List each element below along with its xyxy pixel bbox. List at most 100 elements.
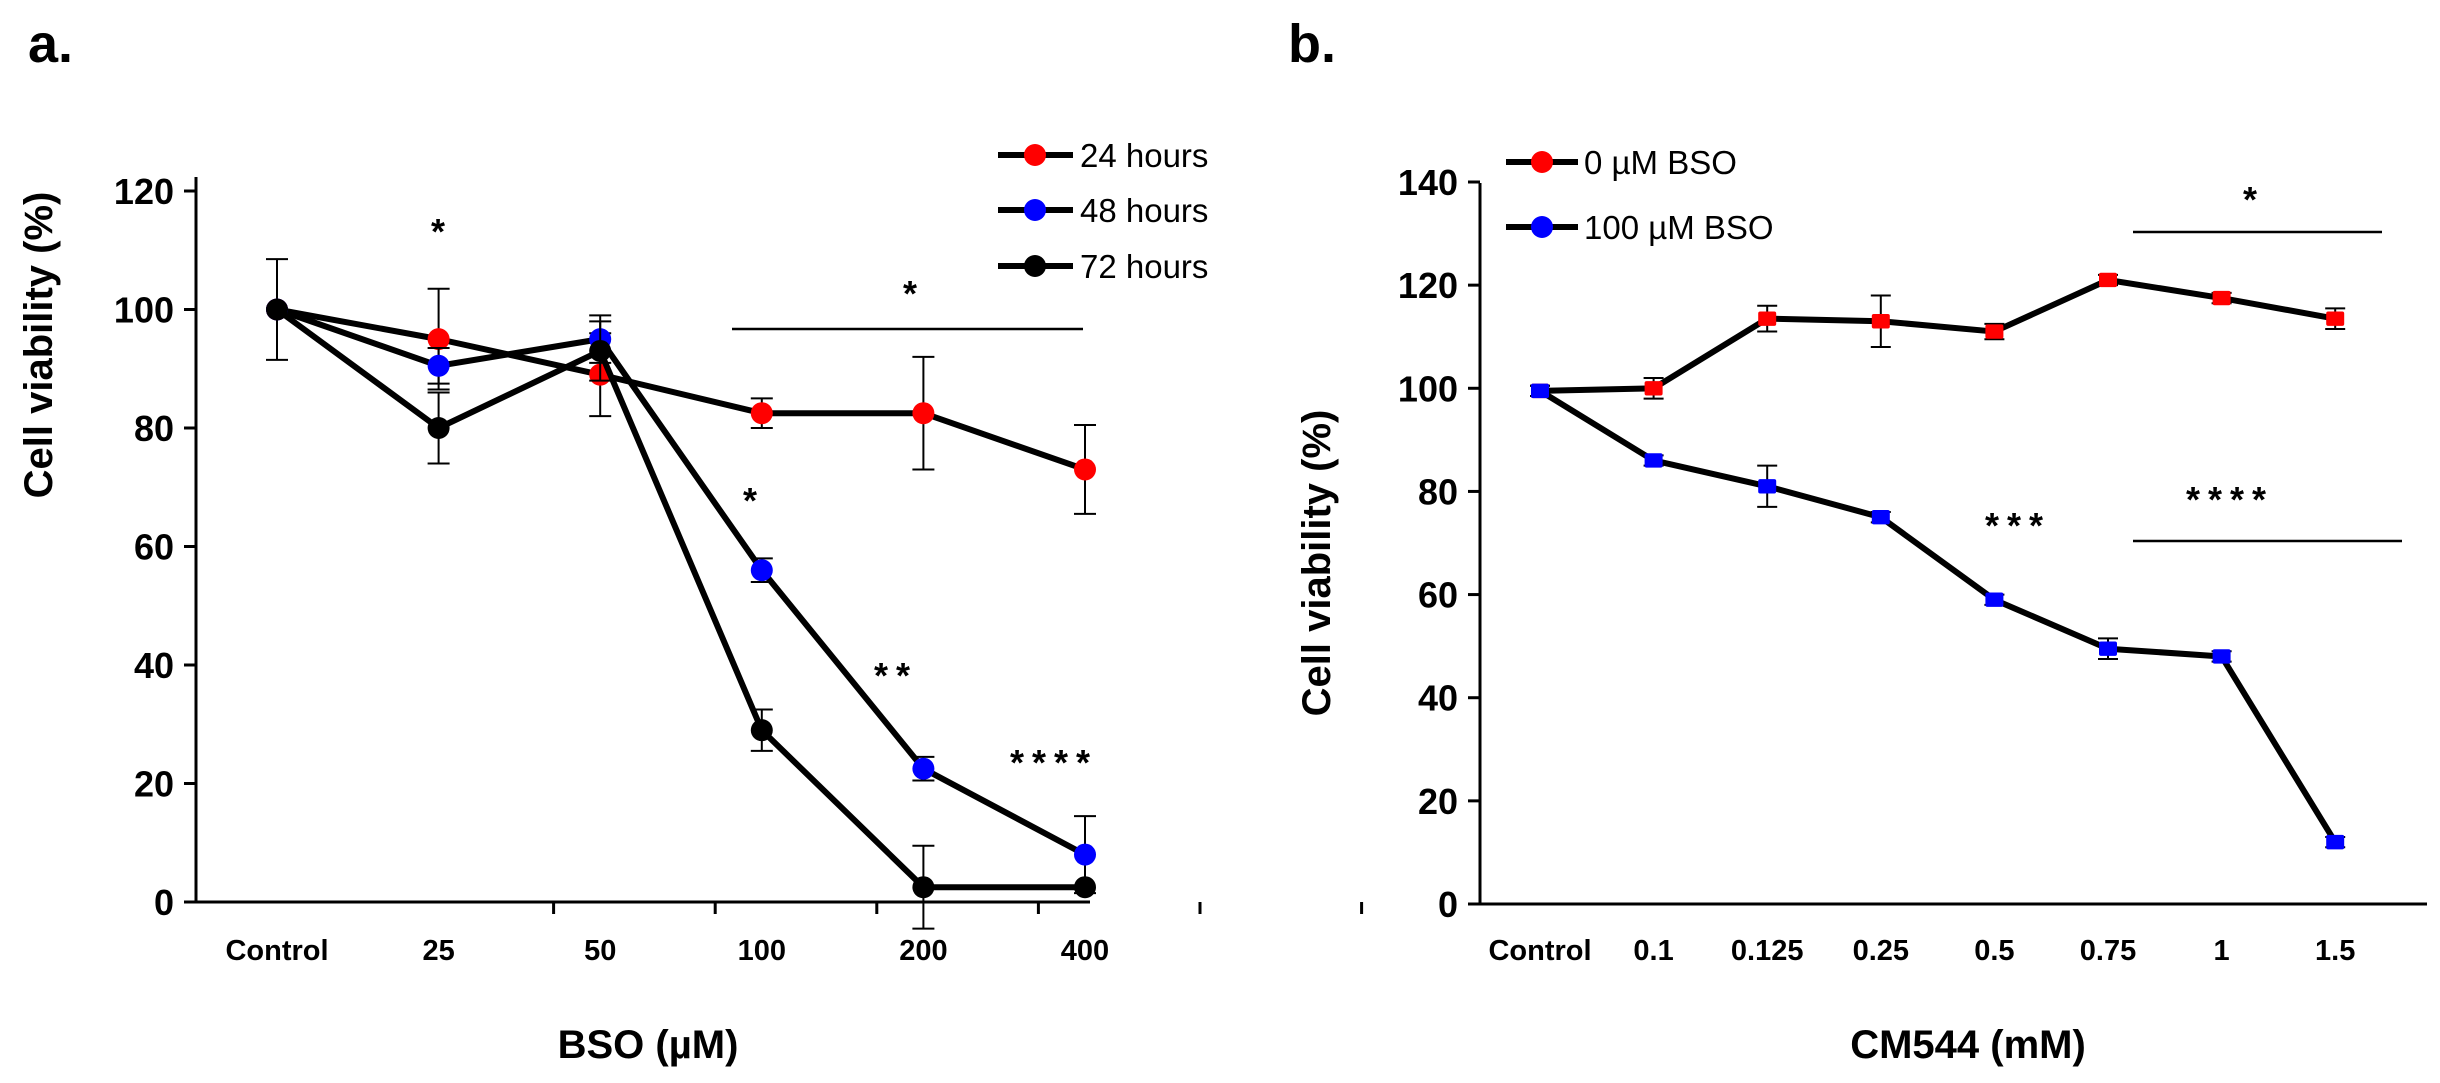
point-a-0-3 <box>750 402 773 425</box>
x-tick-label-a-5: 400 <box>1061 935 1109 967</box>
plot-area-a <box>266 258 1096 930</box>
y-ticks-b: 0 20 40 60 80 100 120 140 <box>1398 162 1480 925</box>
point-a-2-2 <box>589 339 612 362</box>
x-tick-label-a-2: 50 <box>584 935 616 967</box>
y-tick-label-b-20: 20 <box>1418 781 1458 822</box>
legend-marker-100-bso <box>1531 216 1553 238</box>
point-b-0-2 <box>1758 311 1777 326</box>
point-b-1-0 <box>1531 383 1549 399</box>
y-tick-label-a-20: 20 <box>134 764 174 805</box>
y-tick-label-b-60: 60 <box>1418 575 1458 616</box>
point-a-0-1 <box>427 328 450 351</box>
legend-item-72h: 72 hours <box>998 248 1208 285</box>
legend-item-100-bso: 100 µM BSO <box>1506 209 1774 246</box>
x-tick-label-a-0: Control <box>225 935 328 967</box>
point-a-1-3 <box>750 559 773 582</box>
y-ticks-a: 0 20 40 60 80 100 120 <box>114 171 196 923</box>
y-tick-label-b-80: 80 <box>1418 471 1458 512</box>
legend-label-0-bso: 0 µM BSO <box>1584 144 1737 181</box>
x-tick-label-b-2: 0.125 <box>1731 935 1804 967</box>
series-b-1 <box>1530 383 2346 850</box>
y-tick-label-a-60: 60 <box>134 527 174 568</box>
point-b-0-3 <box>1871 314 1890 329</box>
point-b-1-6 <box>2212 649 2231 664</box>
y-tick-label-a-120: 120 <box>114 171 174 212</box>
x-ticks-a: Control 25 50 100 200 400 <box>225 902 1364 967</box>
point-a-0-5 <box>1074 458 1096 481</box>
y-tick-label-a-40: 40 <box>134 645 174 686</box>
x-tick-label-b-1: 0.1 <box>1633 935 1673 967</box>
legend-marker-48h <box>1024 199 1046 221</box>
x-tick-label-b-4: 0.5 <box>1974 935 2014 967</box>
y-axis-title-a: Cell viability (%) <box>17 192 61 499</box>
x-tick-label-b-0: Control <box>1488 935 1591 967</box>
sig-marker-b-bottom: **** <box>2186 479 2274 520</box>
legend-item-48h: 48 hours <box>998 192 1208 229</box>
sig-marker-b-05: *** <box>1985 505 2051 546</box>
point-b-0-1 <box>1644 381 1663 396</box>
series-line-b-0 <box>1539 276 2336 394</box>
point-b-1-1 <box>1644 453 1663 468</box>
legend-item-0-bso: 0 µM BSO <box>1506 144 1737 181</box>
point-a-2-5 <box>1074 876 1096 899</box>
y-tick-label-b-140: 140 <box>1398 162 1458 203</box>
series-a-2 <box>266 298 1096 930</box>
panel-label-a: a. <box>28 14 73 74</box>
panel-b: b. Cell viability (%) CM544 (mM) 0 20 40 60… <box>1288 14 2427 1067</box>
legend-marker-24h <box>1024 144 1046 166</box>
series-a-0 <box>266 258 1096 515</box>
legend-marker-72h <box>1024 255 1046 277</box>
legend-label-72h: 72 hours <box>1080 248 1208 285</box>
legend-b: 0 µM BSO 100 µM BSO <box>1506 144 1774 246</box>
y-tick-label-b-40: 40 <box>1418 678 1458 719</box>
point-a-2-4 <box>912 876 935 899</box>
series-line-a-2 <box>275 307 1085 891</box>
x-tick-label-a-3: 100 <box>738 935 786 967</box>
x-tick-label-b-3: 0.25 <box>1853 935 1909 967</box>
sig-marker-b-top: * <box>2243 179 2257 220</box>
y-tick-label-b-100: 100 <box>1398 368 1458 409</box>
point-b-1-5 <box>2099 641 2117 656</box>
legend-label-24h: 24 hours <box>1080 137 1208 174</box>
panel-label-b: b. <box>1288 14 1336 74</box>
y-axis-title-b: Cell viability (%) <box>1295 410 1339 717</box>
point-b-0-4 <box>1985 324 2004 339</box>
point-a-2-1 <box>427 417 450 439</box>
sig-marker-a-25: * <box>431 211 445 252</box>
point-b-1-2 <box>1758 479 1777 494</box>
x-tick-label-b-5: 0.75 <box>2080 935 2136 967</box>
legend-item-24h: 24 hours <box>998 137 1208 174</box>
sig-marker-a-bracket: * <box>903 273 917 314</box>
series-line-a-0 <box>276 306 1086 473</box>
point-a-1-4 <box>912 757 935 780</box>
point-b-0-7 <box>2326 311 2345 326</box>
sig-marker-a-100: * <box>743 480 757 521</box>
point-a-0-4 <box>912 402 935 425</box>
x-ticks-b: Control 0.1 0.125 0.25 0.5 0.75 1 1.5 <box>1488 935 2355 967</box>
y-tick-label-b-120: 120 <box>1398 265 1458 306</box>
point-b-1-4 <box>1985 592 2004 607</box>
plot-area-b <box>1530 272 2346 850</box>
x-tick-label-a-1: 25 <box>422 935 454 967</box>
legend-marker-0-bso <box>1531 151 1553 173</box>
point-a-1-1 <box>427 354 450 377</box>
x-tick-label-b-6: 1 <box>2214 935 2230 967</box>
x-tick-label-a-4: 200 <box>899 935 947 967</box>
point-b-1-3 <box>1871 510 1890 525</box>
sig-marker-a-400: **** <box>1010 742 1098 783</box>
legend-label-100-bso: 100 µM BSO <box>1584 209 1774 246</box>
y-tick-label-a-100: 100 <box>114 290 174 331</box>
point-a-1-5 <box>1074 843 1096 866</box>
x-tick-label-b-7: 1.5 <box>2315 935 2355 967</box>
legend-a: 24 hours 48 hours 72 hours <box>998 137 1208 285</box>
series-a-1 <box>266 298 1096 895</box>
y-tick-label-a-80: 80 <box>134 408 174 449</box>
series-line-b-1 <box>1538 388 2338 844</box>
sig-marker-a-200: ** <box>874 655 918 696</box>
y-tick-label-a-0: 0 <box>154 882 174 923</box>
y-tick-label-b-0: 0 <box>1438 884 1458 925</box>
series-line-a-1 <box>276 306 1087 858</box>
point-b-0-6 <box>2212 290 2231 306</box>
series-b-0 <box>1530 272 2346 400</box>
